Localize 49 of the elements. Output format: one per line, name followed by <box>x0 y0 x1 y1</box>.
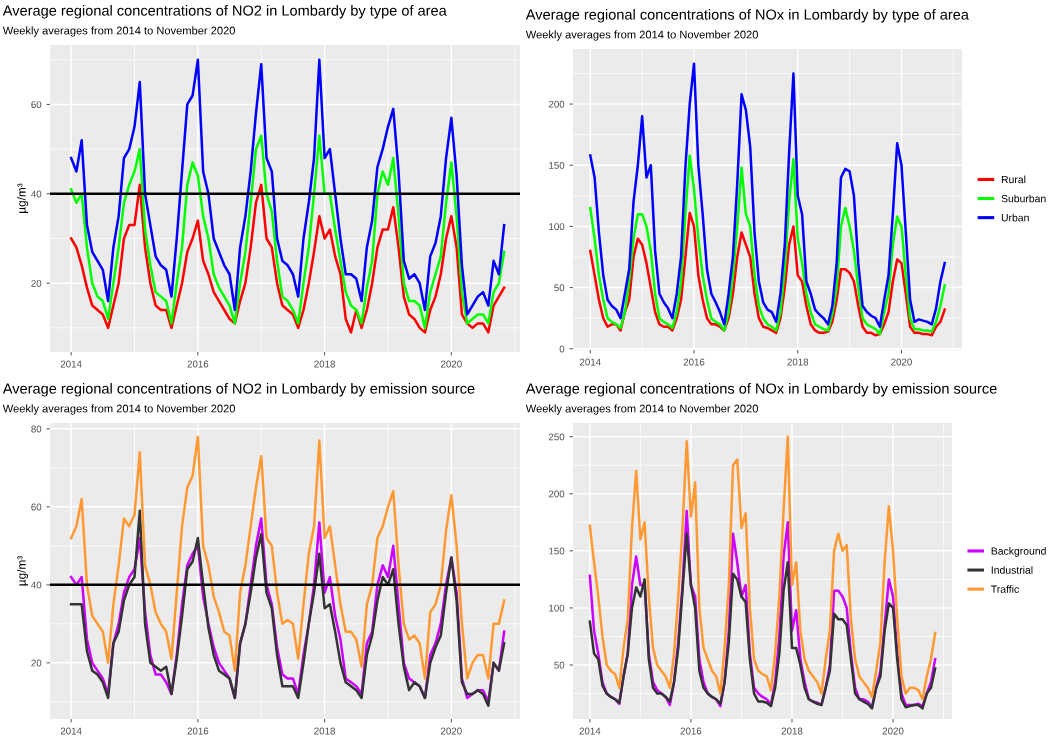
y-tick-label: 250 <box>548 433 565 441</box>
y-axis-title: µg/m³ <box>17 556 29 586</box>
y-tick-label: 100 <box>549 604 565 612</box>
x-tick-label: 2016 <box>683 358 705 366</box>
x-tick-label: 2020 <box>882 727 904 735</box>
y-axis-title: µg/m³ <box>17 183 29 213</box>
x-tick-label: 2016 <box>680 727 702 735</box>
legend-label: Background <box>991 547 1046 557</box>
x-tick-label: 2014 <box>60 727 82 735</box>
chart-title: Average regional concentrations of NO2 in Lombardy by emission source <box>2 383 475 397</box>
y-tick-label: 50 <box>554 284 565 292</box>
chart-title: Average regional concentrations of NOx in Lombardy by type of area <box>525 9 969 23</box>
chart-title: Average regional concentrations of NO2 in Lombardy by type of area <box>2 5 447 19</box>
y-tick-label: 60 <box>31 503 42 511</box>
chart-subtitle: Weekly averages from 2014 to November 2020 <box>2 26 235 37</box>
y-tick-label: 60 <box>31 101 42 109</box>
legend-label: Suburban <box>1001 194 1046 203</box>
y-tick-label: 0 <box>559 345 565 353</box>
y-tick-label: 20 <box>31 659 42 667</box>
x-tick-label: 2020 <box>441 360 462 368</box>
legend-label: Urban <box>1001 213 1029 222</box>
y-tick-label: 40 <box>31 190 42 198</box>
chart-subtitle: Weekly averages from 2014 to November 2020 <box>525 404 758 415</box>
x-tick-label: 2020 <box>891 358 912 366</box>
x-tick-label: 2014 <box>579 727 601 735</box>
x-tick-label: 2014 <box>60 360 82 368</box>
y-tick-label: 150 <box>549 547 565 555</box>
y-tick-label: 80 <box>31 425 42 433</box>
y-tick-label: 40 <box>31 581 42 589</box>
legend-label: Rural <box>1001 175 1026 184</box>
y-tick-label: 200 <box>548 100 565 108</box>
y-tick-label: 20 <box>31 279 42 287</box>
x-tick-label: 2016 <box>187 360 209 368</box>
y-tick-label: 150 <box>549 161 565 169</box>
y-tick-label: 200 <box>548 490 565 498</box>
x-tick-label: 2018 <box>781 727 803 735</box>
x-tick-label: 2016 <box>187 727 209 735</box>
chart-subtitle: Weekly averages from 2014 to November 2020 <box>525 30 758 41</box>
y-tick-label: 100 <box>549 223 565 231</box>
x-tick-label: 2018 <box>787 358 809 366</box>
x-tick-label: 2014 <box>579 358 601 366</box>
y-tick-label: 50 <box>554 661 565 669</box>
x-tick-label: 2020 <box>441 727 462 735</box>
x-tick-label: 2018 <box>314 727 335 735</box>
x-tick-label: 2018 <box>314 360 335 368</box>
chart-title: Average regional concentrations of NOx in Lombardy by emission source <box>525 383 997 397</box>
chart-subtitle: Weekly averages from 2014 to November 2020 <box>2 404 235 415</box>
legend-label: Traffic <box>991 585 1019 593</box>
legend-label: Industrial <box>991 566 1033 574</box>
